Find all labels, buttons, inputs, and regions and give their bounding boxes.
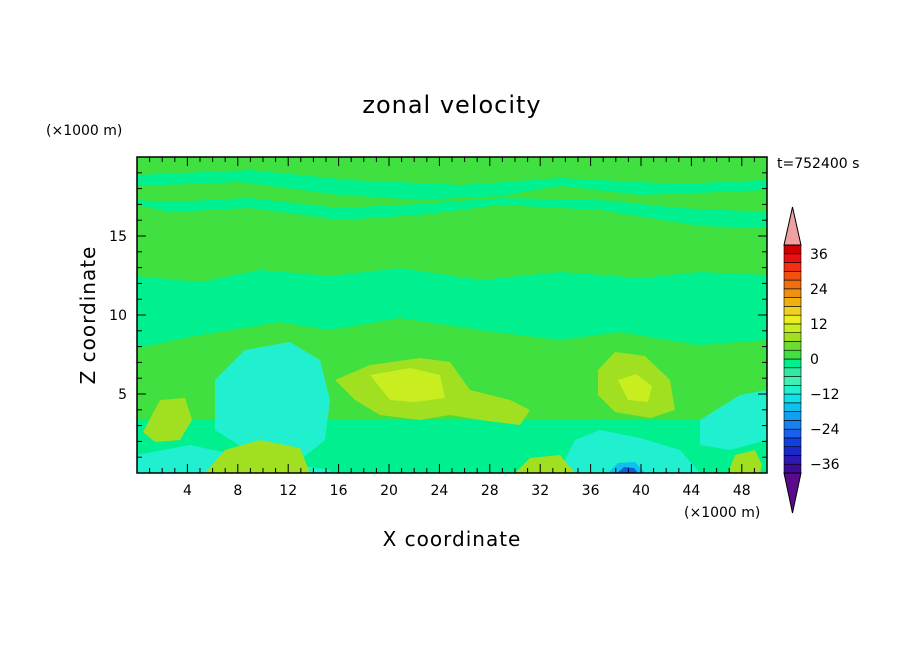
colorbar-bin xyxy=(783,402,802,412)
x-tick-label: 36 xyxy=(582,483,600,499)
colorbar-bin xyxy=(783,314,802,325)
colorbar-bin xyxy=(783,341,802,351)
x-tick-label: 16 xyxy=(330,483,348,499)
y-tick-label: 15 xyxy=(109,229,127,245)
x-axis-ticks: 4 8 12 16 20 24 28 32 36 40 44 48 xyxy=(149,157,755,499)
y-axis-ticks: 5 10 15 xyxy=(109,172,767,458)
colorbar-label: 0 xyxy=(810,352,819,368)
y-axis-unit: (×1000 m) xyxy=(46,123,122,139)
colorbar-max-extension xyxy=(783,206,802,246)
colorbar-bin xyxy=(783,411,802,421)
cool-core-2 xyxy=(617,467,638,473)
x-tick-label: 40 xyxy=(632,483,650,499)
colorbar-bin xyxy=(783,244,802,255)
colorbar-bin xyxy=(783,393,802,404)
colorbar-bin xyxy=(783,428,802,439)
warm-bottom-1 xyxy=(205,440,310,473)
colorbar-bin xyxy=(783,358,802,369)
colorbar-bin xyxy=(783,446,802,456)
x-tick-label: 4 xyxy=(183,483,192,499)
colorbar-label: −24 xyxy=(810,422,840,438)
x-tick-label: 32 xyxy=(531,483,549,499)
warm-center-core xyxy=(370,368,445,402)
colorbar-label: −12 xyxy=(810,387,840,403)
colorbar-bin xyxy=(783,420,802,430)
x-tick-label: 20 xyxy=(380,483,398,499)
chart-title: zonal velocity xyxy=(362,91,541,119)
warm-left xyxy=(143,398,192,442)
y-axis-label: Z coordinate xyxy=(76,246,100,385)
colorbar-bin xyxy=(783,279,802,290)
x-tick-label: 48 xyxy=(733,483,751,499)
time-label: t=752400 s xyxy=(777,156,859,172)
y-tick-label: 5 xyxy=(118,387,127,403)
warm-bottom-2 xyxy=(515,455,575,473)
colorbar-bin xyxy=(783,271,802,281)
colorbar-bin xyxy=(783,253,802,263)
colorbar-bin xyxy=(783,306,802,316)
colorbar-bin xyxy=(783,297,802,307)
velocity-field xyxy=(137,157,767,473)
warm-bottom-3 xyxy=(728,450,762,473)
cool-far-right xyxy=(700,390,767,450)
colorbar-bin xyxy=(783,288,802,298)
colorbar-bin xyxy=(783,463,802,474)
colorbar-bin xyxy=(783,262,802,272)
colorbar-label: 24 xyxy=(810,282,828,298)
y-tick-label: 10 xyxy=(109,308,127,324)
colorbar-min-extension xyxy=(783,472,802,514)
x-tick-label: 12 xyxy=(279,483,297,499)
colorbar-bin xyxy=(783,437,802,447)
colorbar-bin xyxy=(783,455,802,465)
colorbar-bin xyxy=(783,376,802,386)
x-axis-label: X coordinate xyxy=(383,527,522,551)
colorbar-bin xyxy=(783,385,802,395)
colorbar-bin xyxy=(783,367,802,377)
colorbar-label: 36 xyxy=(810,247,828,263)
x-tick-label: 24 xyxy=(430,483,448,499)
cool-right xyxy=(560,430,700,473)
colorbar: 36 24 12 0 −12 −24 −36 xyxy=(783,206,840,514)
upper-strip-2 xyxy=(137,182,767,212)
x-tick-label: 44 xyxy=(682,483,700,499)
colorbar-label: 12 xyxy=(810,317,828,333)
warm-right-core xyxy=(618,374,652,402)
x-tick-label: 8 xyxy=(233,483,242,499)
x-axis-unit: (×1000 m) xyxy=(684,505,760,521)
colorbar-label: −36 xyxy=(810,457,840,473)
colorbar-bin xyxy=(783,332,802,342)
cool-left xyxy=(215,342,330,460)
colorbar-bin xyxy=(783,349,802,360)
x-tick-label: 28 xyxy=(481,483,499,499)
colorbar-bin xyxy=(783,323,802,333)
